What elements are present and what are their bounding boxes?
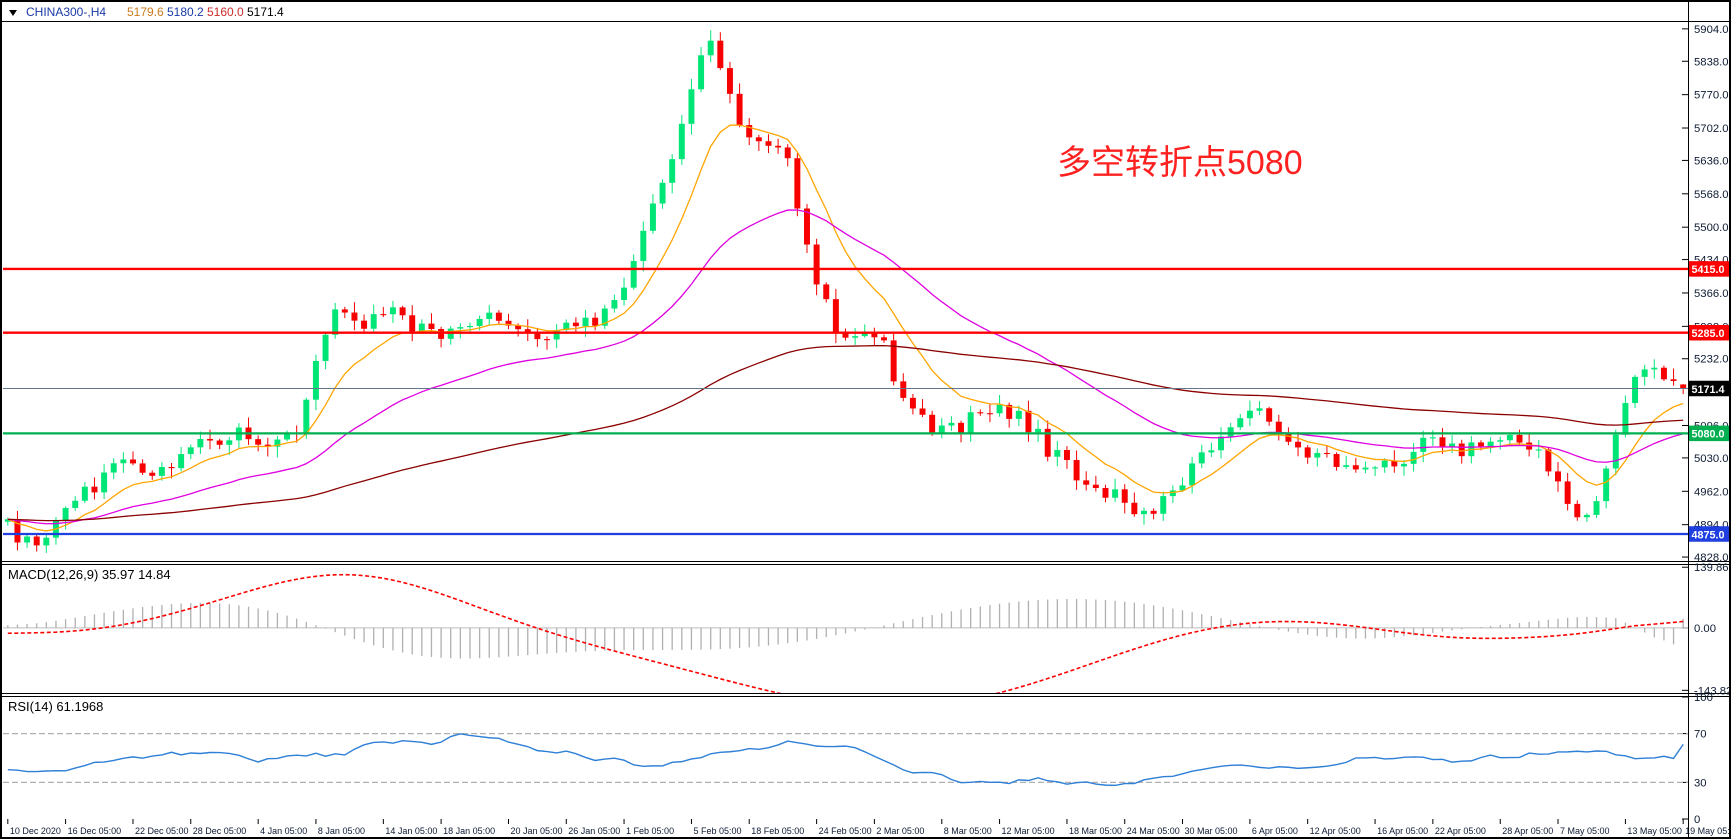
svg-text:4 Jan 05:00: 4 Jan 05:00: [260, 826, 307, 836]
svg-text:22 Dec 05:00: 22 Dec 05:00: [135, 826, 189, 836]
svg-text:16 Apr 05:00: 16 Apr 05:00: [1377, 826, 1428, 836]
svg-text:14 Jan 05:00: 14 Jan 05:00: [385, 826, 437, 836]
svg-text:139.86: 139.86: [1694, 562, 1729, 574]
svg-text:5415.0: 5415.0: [1692, 264, 1725, 276]
svg-text:5838.0: 5838.0: [1694, 56, 1729, 68]
svg-text:5080.0: 5080.0: [1692, 429, 1725, 441]
svg-text:6 Apr 05:00: 6 Apr 05:00: [1252, 826, 1298, 836]
svg-text:19 May 05:00: 19 May 05:00: [1685, 826, 1731, 836]
svg-text:多空转折点5080: 多空转折点5080: [1057, 144, 1303, 182]
svg-text:RSI(14) 61.1968: RSI(14) 61.1968: [8, 699, 103, 714]
svg-text:4875.0: 4875.0: [1692, 529, 1725, 541]
svg-text:28 Dec 05:00: 28 Dec 05:00: [193, 826, 247, 836]
svg-text:MACD(12,26,9) 35.97 14.84: MACD(12,26,9) 35.97 14.84: [8, 567, 171, 582]
svg-text:26 Jan 05:00: 26 Jan 05:00: [568, 826, 620, 836]
svg-text:5770.0: 5770.0: [1694, 90, 1729, 102]
svg-text:30 Mar 05:00: 30 Mar 05:00: [1185, 826, 1238, 836]
svg-text:5904.0: 5904.0: [1694, 24, 1729, 36]
svg-text:8 Jan 05:00: 8 Jan 05:00: [318, 826, 365, 836]
svg-text:28 Apr 05:00: 28 Apr 05:00: [1502, 826, 1553, 836]
svg-text:16 Dec 05:00: 16 Dec 05:00: [68, 826, 122, 836]
svg-text:24 Feb 05:00: 24 Feb 05:00: [819, 826, 872, 836]
svg-text:5285.0: 5285.0: [1692, 328, 1725, 340]
svg-text:12 Apr 05:00: 12 Apr 05:00: [1310, 826, 1361, 836]
svg-text:5702.0: 5702.0: [1694, 123, 1729, 135]
svg-text:30: 30: [1694, 777, 1707, 789]
svg-text:5171.4: 5171.4: [1692, 384, 1725, 396]
svg-text:0: 0: [1694, 814, 1700, 826]
svg-text:5171.4: 5171.4: [247, 5, 284, 19]
svg-text:CHINA300-,H4: CHINA300-,H4: [26, 5, 106, 19]
svg-text:18 Mar 05:00: 18 Mar 05:00: [1069, 826, 1122, 836]
svg-text:70: 70: [1694, 729, 1707, 741]
svg-text:5366.0: 5366.0: [1694, 288, 1729, 300]
svg-text:1 Feb 05:00: 1 Feb 05:00: [626, 826, 674, 836]
svg-text:5180.2: 5180.2: [167, 5, 204, 19]
svg-text:5030.0: 5030.0: [1694, 453, 1729, 465]
svg-text:10 Dec 2020: 10 Dec 2020: [10, 826, 61, 836]
svg-text:12 Mar 05:00: 12 Mar 05:00: [1002, 826, 1055, 836]
svg-text:22 Apr 05:00: 22 Apr 05:00: [1435, 826, 1486, 836]
svg-text:18 Feb 05:00: 18 Feb 05:00: [751, 826, 804, 836]
svg-text:4962.0: 4962.0: [1694, 486, 1729, 498]
svg-text:8 Mar 05:00: 8 Mar 05:00: [944, 826, 992, 836]
svg-text:5 Feb 05:00: 5 Feb 05:00: [693, 826, 741, 836]
svg-text:13 May 05:00: 13 May 05:00: [1627, 826, 1682, 836]
svg-text:5232.0: 5232.0: [1694, 354, 1729, 366]
svg-text:24 Mar 05:00: 24 Mar 05:00: [1127, 826, 1180, 836]
svg-text:0.00: 0.00: [1694, 623, 1716, 635]
svg-text:7 May 05:00: 7 May 05:00: [1560, 826, 1610, 836]
svg-text:20 Jan 05:00: 20 Jan 05:00: [511, 826, 563, 836]
svg-text:18 Jan 05:00: 18 Jan 05:00: [443, 826, 495, 836]
svg-text:100: 100: [1694, 692, 1713, 704]
svg-text:5160.0: 5160.0: [207, 5, 244, 19]
svg-text:2 Mar 05:00: 2 Mar 05:00: [876, 826, 924, 836]
svg-text:5568.0: 5568.0: [1694, 189, 1729, 201]
svg-text:5500.0: 5500.0: [1694, 222, 1729, 234]
svg-text:5179.6: 5179.6: [127, 5, 164, 19]
svg-text:5636.0: 5636.0: [1694, 155, 1729, 167]
